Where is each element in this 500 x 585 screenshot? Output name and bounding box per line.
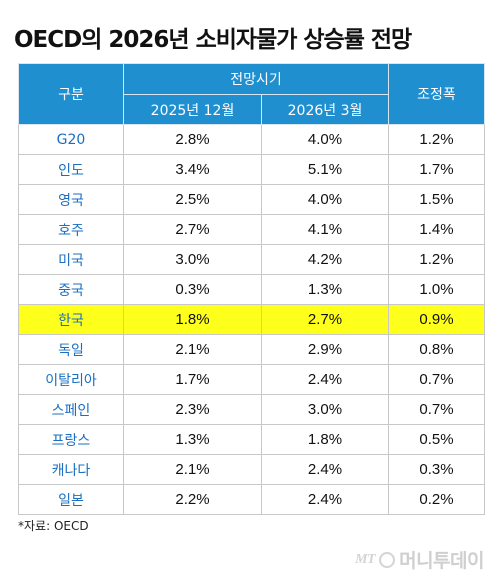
- adjustment-value: 0.3%: [388, 454, 485, 485]
- table-row: G20 2.8% 4.0% 1.2%: [18, 124, 485, 155]
- table-row: 캐나다 2.1% 2.4% 0.3%: [18, 454, 485, 485]
- country-name: 한국: [18, 304, 124, 335]
- table-row: 호주 2.7% 4.1% 1.4%: [18, 214, 485, 245]
- page-title: OECD의 2026년 소비자물가 상승률 전망: [14, 27, 412, 53]
- header-forecast-period: 전망시기: [123, 63, 389, 95]
- adjustment-value: 0.9%: [388, 304, 485, 335]
- forecast-dec-2025: 1.7%: [123, 364, 262, 395]
- watermark-text: 머니투데이: [399, 550, 484, 572]
- header-dec-2025: 2025년 12월: [123, 94, 262, 125]
- forecast-dec-2025: 0.3%: [123, 274, 262, 305]
- publisher-watermark: MT 머니투데이: [355, 546, 484, 573]
- country-name: G20: [18, 124, 124, 155]
- forecast-mar-2026: 2.4%: [261, 484, 389, 515]
- table-row: 영국 2.5% 4.0% 1.5%: [18, 184, 485, 215]
- logo-circle-icon: [379, 551, 396, 568]
- forecast-dec-2025: 2.7%: [123, 214, 262, 245]
- forecast-dec-2025: 2.8%: [123, 124, 262, 155]
- forecast-dec-2025: 2.5%: [123, 184, 262, 215]
- adjustment-value: 0.8%: [388, 334, 485, 365]
- forecast-dec-2025: 1.3%: [123, 424, 262, 455]
- table-row: 독일 2.1% 2.9% 0.8%: [18, 334, 485, 365]
- adjustment-value: 1.0%: [388, 274, 485, 305]
- inflation-forecast-table: 구분 전망시기 조정폭 2025년 12월 2026년 3월 G20 2.8% …: [18, 63, 485, 515]
- country-name: 스페인: [18, 394, 124, 425]
- country-name: 영국: [18, 184, 124, 215]
- forecast-mar-2026: 2.7%: [261, 304, 389, 335]
- forecast-dec-2025: 3.4%: [123, 154, 262, 185]
- adjustment-value: 0.5%: [388, 424, 485, 455]
- forecast-mar-2026: 3.0%: [261, 394, 389, 425]
- forecast-mar-2026: 2.4%: [261, 454, 389, 485]
- forecast-dec-2025: 2.1%: [123, 454, 262, 485]
- adjustment-value: 1.7%: [388, 154, 485, 185]
- forecast-dec-2025: 2.3%: [123, 394, 262, 425]
- table-row: 일본 2.2% 2.4% 0.2%: [18, 484, 485, 515]
- country-name: 미국: [18, 244, 124, 275]
- forecast-mar-2026: 2.9%: [261, 334, 389, 365]
- country-name: 독일: [18, 334, 124, 365]
- adjustment-value: 1.5%: [388, 184, 485, 215]
- forecast-dec-2025: 2.2%: [123, 484, 262, 515]
- country-name: 일본: [18, 484, 124, 515]
- adjustment-value: 0.7%: [388, 394, 485, 425]
- table-row: 인도 3.4% 5.1% 1.7%: [18, 154, 485, 185]
- adjustment-value: 0.2%: [388, 484, 485, 515]
- forecast-mar-2026: 4.0%: [261, 184, 389, 215]
- header-category: 구분: [18, 63, 124, 125]
- country-name: 중국: [18, 274, 124, 305]
- table-row-highlighted: 한국 1.8% 2.7% 0.9%: [18, 304, 485, 335]
- header-adjustment: 조정폭: [388, 63, 485, 125]
- forecast-dec-2025: 3.0%: [123, 244, 262, 275]
- country-name: 캐나다: [18, 454, 124, 485]
- forecast-mar-2026: 5.1%: [261, 154, 389, 185]
- table-row: 프랑스 1.3% 1.8% 0.5%: [18, 424, 485, 455]
- table-row: 스페인 2.3% 3.0% 0.7%: [18, 394, 485, 425]
- table-row: 미국 3.0% 4.2% 1.2%: [18, 244, 485, 275]
- forecast-mar-2026: 2.4%: [261, 364, 389, 395]
- forecast-dec-2025: 2.1%: [123, 334, 262, 365]
- forecast-mar-2026: 4.2%: [261, 244, 389, 275]
- adjustment-value: 1.2%: [388, 124, 485, 155]
- forecast-mar-2026: 4.0%: [261, 124, 389, 155]
- country-name: 인도: [18, 154, 124, 185]
- source-note: *자료: OECD: [18, 519, 89, 533]
- table-row: 중국 0.3% 1.3% 1.0%: [18, 274, 485, 305]
- forecast-mar-2026: 1.3%: [261, 274, 389, 305]
- country-name: 프랑스: [18, 424, 124, 455]
- header-mar-2026: 2026년 3월: [261, 94, 389, 125]
- country-name: 호주: [18, 214, 124, 245]
- forecast-dec-2025: 1.8%: [123, 304, 262, 335]
- forecast-mar-2026: 4.1%: [261, 214, 389, 245]
- adjustment-value: 1.4%: [388, 214, 485, 245]
- table-row: 이탈리아 1.7% 2.4% 0.7%: [18, 364, 485, 395]
- forecast-mar-2026: 1.8%: [261, 424, 389, 455]
- adjustment-value: 0.7%: [388, 364, 485, 395]
- country-name: 이탈리아: [18, 364, 124, 395]
- adjustment-value: 1.2%: [388, 244, 485, 275]
- mt-logo: MT: [355, 551, 376, 567]
